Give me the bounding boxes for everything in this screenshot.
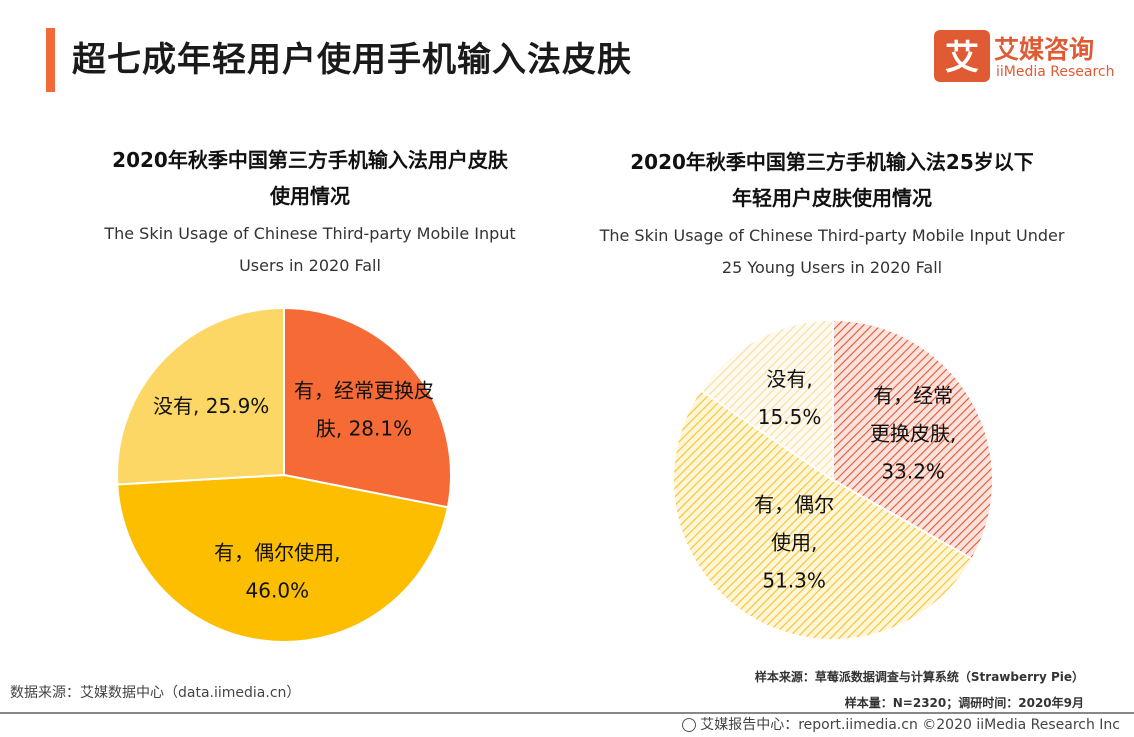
logo-mark-icon: 艾 xyxy=(934,30,990,82)
pie-chart-right: 有，经常更换皮肤, 33.2% 有，偶尔使用, 51.3% 没有, 15.5% xyxy=(671,318,994,642)
pie-label-line: 有，偶尔使用, xyxy=(214,541,340,565)
pie-label-left-never: 没有, 25.9% xyxy=(153,394,269,418)
chart-right-title-line1: 2020年秋季中国第三方手机输入法25岁以下 xyxy=(630,150,1034,174)
chart-left-title-line2: 使用情况 xyxy=(270,184,350,208)
pie-label-line: 肤, 28.1% xyxy=(316,416,412,440)
pie-label-line: 有，经常 xyxy=(873,383,953,407)
pie-slice-left-never xyxy=(116,306,285,486)
pie-slice-right-occasional xyxy=(671,388,974,642)
pie-slice-right-never xyxy=(699,318,834,482)
pie-slice-left-occasional xyxy=(116,473,450,643)
chart-left-heading: 2020年秋季中国第三方手机输入法用户皮肤 使用情况 The Skin Usag… xyxy=(60,142,560,282)
pie-label-line: 使用, xyxy=(771,531,817,555)
logo-mark-text: 艾 xyxy=(945,38,979,78)
data-source: 数据来源：艾媒数据中心（data.iimedia.cn） xyxy=(10,685,301,701)
logo-cn: 艾媒咨询 xyxy=(994,35,1095,64)
pie-label-left-occasional: 有，偶尔使用, 46.0% xyxy=(214,541,340,603)
pie-chart-left: 有，经常更换皮肤, 28.1% 有，偶尔使用, 46.0% 没有, 25.9% xyxy=(116,306,452,643)
pie-label-left-often: 有，经常更换皮肤, 28.1% xyxy=(294,378,434,440)
pie-label-line: 51.3% xyxy=(762,569,826,593)
chart-left-title-line1: 2020年秋季中国第三方手机输入法用户皮肤 xyxy=(112,148,508,172)
chart-right-title-line2: 年轻用户皮肤使用情况 xyxy=(732,186,932,210)
title-accent-bar xyxy=(46,28,55,92)
pie-label-line: 有，偶尔 xyxy=(754,493,834,517)
pie-label-right-often: 有，经常更换皮肤, 33.2% xyxy=(870,383,956,483)
pie-label-line: 46.0% xyxy=(246,579,310,603)
logo-en: iiMedia Research xyxy=(996,64,1115,80)
chart-left-subtitle-line1: The Skin Usage of Chinese Third-party Mo… xyxy=(104,224,516,243)
pie-slice-left-often xyxy=(283,306,452,509)
page-title: 超七成年轻用户使用手机输入法皮肤 xyxy=(72,40,632,80)
chart-right-heading: 2020年秋季中国第三方手机输入法25岁以下 年轻用户皮肤使用情况 The Sk… xyxy=(570,144,1094,284)
pie-label-line: 15.5% xyxy=(758,405,822,429)
pie-label-line: 33.2% xyxy=(881,459,945,483)
pie-slice-right-often xyxy=(832,318,994,561)
iimedia-logo: 艾 艾媒咨询 iiMedia Research xyxy=(934,30,1124,86)
pie-label-line: 更换皮肤, xyxy=(870,421,956,445)
footer-copyright: 艾媒报告中心：report.iimedia.cn ©2020 iiMedia R… xyxy=(682,714,1120,734)
footer-copyright-text: 艾媒报告中心：report.iimedia.cn ©2020 iiMedia R… xyxy=(700,717,1120,733)
pie-label-line: 没有, xyxy=(766,367,812,391)
globe-icon xyxy=(682,718,697,732)
chart-right-subtitle-line1: The Skin Usage of Chinese Third-party Mo… xyxy=(599,226,1065,245)
sample-size: 样本量：N=2320；调研时间：2020年9月 xyxy=(844,696,1084,710)
chart-left-subtitle-line2: Users in 2020 Fall xyxy=(239,256,381,275)
footer-divider xyxy=(0,712,1134,714)
pie-label-right-never: 没有, 15.5% xyxy=(758,367,822,429)
pie-label-right-occasional: 有，偶尔使用, 51.3% xyxy=(754,493,834,593)
pie-label-line: 有，经常更换皮 xyxy=(294,378,434,402)
sample-source: 样本来源：草莓派数据调查与计算系统（Strawberry Pie） xyxy=(754,670,1084,684)
chart-right-subtitle-line2: 25 Young Users in 2020 Fall xyxy=(721,258,943,277)
pie-label-line: 没有, 25.9% xyxy=(153,394,269,418)
